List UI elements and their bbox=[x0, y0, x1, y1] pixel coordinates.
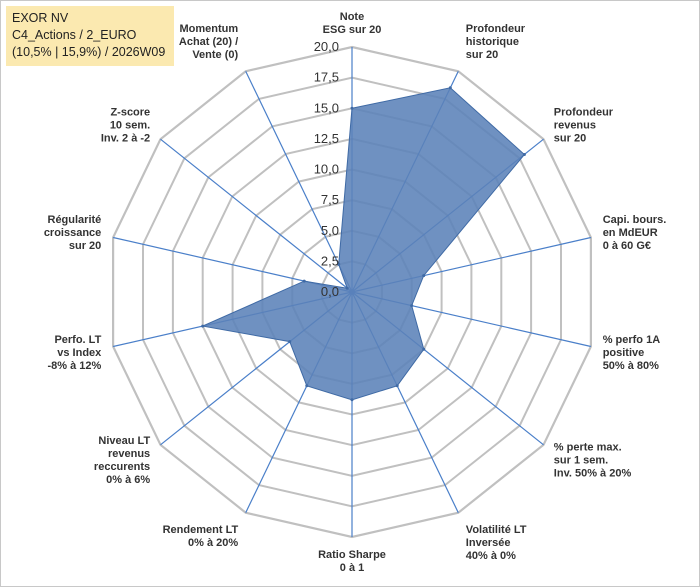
data-series-area bbox=[201, 87, 526, 401]
axis-label-1: Note ESG sur 20 bbox=[323, 11, 382, 36]
axis-label-8-line-1: Ratio Sharpe bbox=[318, 549, 386, 561]
axis-label-13-line-1: Z-score bbox=[110, 106, 150, 118]
axis-label-3: Profondeur revenus sur 20 bbox=[554, 106, 614, 144]
axis-label-13: Z-score 10 sem. Inv. 2 à -2 bbox=[101, 106, 150, 144]
axis-label-13-line-3: Inv. 2 à -2 bbox=[101, 132, 150, 144]
axis-label-4-line-1: Capi. bours. bbox=[603, 214, 667, 226]
tick-label-0: 0,0 bbox=[321, 284, 339, 299]
axis-label-7-line-3: 40% à 0% bbox=[466, 550, 516, 562]
axis-label-11-line-1: Perfo. LT bbox=[54, 334, 101, 346]
axis-label-7: Volatilité LT Inversée 40% à 0% bbox=[466, 524, 527, 562]
data-point-3 bbox=[522, 153, 526, 156]
data-point-10 bbox=[288, 340, 292, 344]
axis-label-11-line-2: vs Index bbox=[57, 347, 102, 359]
data-point-5 bbox=[410, 304, 414, 308]
axis-label-8: Ratio Sharpe 0 à 1 bbox=[318, 549, 386, 574]
axis-label-6-line-2: sur 1 sem. bbox=[554, 455, 608, 467]
axis-label-11-line-3: -8% à 12% bbox=[47, 360, 101, 372]
tick-label-1: 2,5 bbox=[321, 253, 339, 268]
axis-label-6-line-3: Inv. 50% à 20% bbox=[554, 468, 632, 480]
axis-label-14-line-1: Momentum bbox=[180, 23, 239, 35]
axis-spoke-13 bbox=[160, 138, 353, 293]
axis-label-6: % perte max. sur 1 sem. Inv. 50% à 20% bbox=[554, 442, 632, 480]
axis-label-3-line-2: revenus bbox=[554, 119, 596, 131]
axis-label-5-line-3: 50% à 80% bbox=[603, 360, 659, 372]
axis-label-3-line-3: sur 20 bbox=[554, 132, 586, 144]
axis-label-2-line-3: sur 20 bbox=[466, 49, 498, 61]
axis-label-12-line-2: croissance bbox=[44, 227, 101, 239]
axis-label-1-line-1: Note bbox=[340, 11, 364, 23]
tick-label-3: 7,5 bbox=[321, 192, 339, 207]
axis-label-4: Capi. bours. en MdEUR 0 à 60 G€ bbox=[603, 214, 667, 252]
axis-label-10-line-4: 0% à 6% bbox=[106, 474, 150, 486]
axis-label-10: Niveau LT revenus reccurents 0% à 6% bbox=[94, 435, 151, 486]
axis-label-8-line-2: 0 à 1 bbox=[340, 562, 364, 574]
axis-label-14-line-2: Achat (20) / bbox=[179, 36, 238, 48]
data-point-14 bbox=[337, 262, 341, 266]
axis-label-7-line-2: Inversée bbox=[466, 537, 511, 549]
tick-label-2: 5,0 bbox=[321, 223, 339, 238]
data-point-12 bbox=[302, 279, 306, 283]
axis-label-2-line-1: Profondeur bbox=[466, 23, 526, 35]
title-line-stats: (10,5% | 15,9%) / 2026W09 bbox=[12, 45, 166, 59]
axis-label-2: Profondeur historique sur 20 bbox=[466, 23, 526, 61]
axis-label-3-line-1: Profondeur bbox=[554, 106, 614, 118]
tick-label-8: 20,0 bbox=[314, 39, 339, 54]
axis-label-5: % perfo 1A positive 50% à 80% bbox=[603, 334, 661, 372]
axis-label-9: Rendement LT 0% à 20% bbox=[163, 524, 239, 549]
data-point-4 bbox=[422, 274, 426, 278]
data-point-9 bbox=[305, 384, 309, 388]
data-point-8 bbox=[350, 398, 354, 402]
axis-spoke-14 bbox=[245, 71, 353, 293]
axis-label-9-line-2: 0% à 20% bbox=[188, 537, 238, 549]
axis-label-12-line-3: sur 20 bbox=[69, 240, 101, 252]
tick-label-4: 10,0 bbox=[314, 162, 339, 177]
tick-label-6: 15,0 bbox=[314, 100, 339, 115]
title-line-category: C4_Actions / 2_EURO bbox=[12, 28, 137, 42]
axis-label-10-line-1: Niveau LT bbox=[98, 435, 150, 447]
axis-label-11: Perfo. LT vs Index -8% à 12% bbox=[47, 334, 102, 372]
data-point-2 bbox=[448, 86, 452, 90]
axis-label-5-line-1: % perfo 1A bbox=[603, 334, 661, 346]
axis-label-6-line-1: % perte max. bbox=[554, 442, 622, 454]
axis-label-10-line-2: revenus bbox=[108, 448, 150, 460]
tick-label-5: 12,5 bbox=[314, 131, 339, 146]
axis-label-10-line-3: reccurents bbox=[94, 461, 150, 473]
axis-label-5-line-2: positive bbox=[603, 347, 645, 359]
axis-label-7-line-1: Volatilité LT bbox=[466, 524, 527, 536]
axis-label-12: Régularité croissance sur 20 bbox=[44, 214, 101, 252]
axis-label-9-line-1: Rendement LT bbox=[163, 524, 239, 536]
chart-title-box: EXOR NV C4_Actions / 2_EURO (10,5% | 15,… bbox=[6, 6, 174, 66]
axis-label-12-line-1: Régularité bbox=[48, 214, 102, 226]
title-line-company: EXOR NV bbox=[12, 11, 69, 25]
axis-label-14: Momentum Achat (20) / Vente (0) bbox=[179, 23, 239, 61]
data-point-6 bbox=[422, 347, 426, 351]
axis-label-13-line-2: 10 sem. bbox=[110, 119, 150, 131]
tick-label-7: 17,5 bbox=[314, 70, 339, 85]
data-point-1 bbox=[350, 106, 354, 110]
axis-label-4-line-3: 0 à 60 G€ bbox=[603, 240, 651, 252]
data-point-11 bbox=[201, 324, 205, 328]
axis-label-4-line-2: en MdEUR bbox=[603, 227, 658, 239]
axis-label-1-line-2: ESG sur 20 bbox=[323, 24, 382, 36]
axis-label-14-line-3: Vente (0) bbox=[192, 49, 238, 61]
axis-label-2-line-2: historique bbox=[466, 36, 519, 48]
data-point-13 bbox=[345, 286, 349, 290]
data-point-7 bbox=[395, 384, 399, 388]
